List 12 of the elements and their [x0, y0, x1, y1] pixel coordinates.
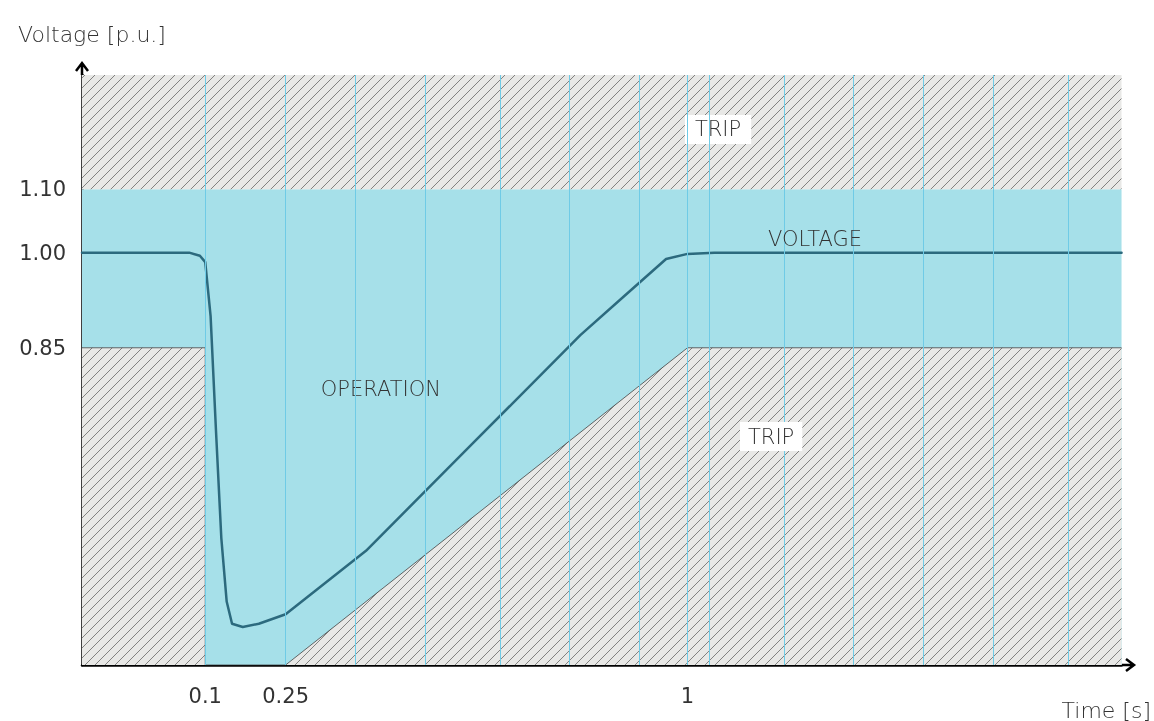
x-tick-label: 0.1 — [188, 683, 222, 708]
y-tick-label: 1.00 — [19, 240, 66, 265]
x-tick-label: 0.25 — [262, 683, 309, 708]
band-label: OPERATION — [320, 377, 441, 402]
series-label: TRIP — [748, 424, 795, 449]
line-series — [80, 251, 1123, 629]
x-tick-label: 1 — [680, 683, 695, 708]
y-tick-label: 1.10 — [19, 177, 66, 202]
x-axis-title: Time [s] — [1061, 697, 1152, 721]
y-tick-label: 0.85 — [19, 335, 66, 360]
y-axis-title: Voltage [p.u.] — [18, 21, 166, 47]
series-label: VOLTAGE — [768, 226, 863, 251]
